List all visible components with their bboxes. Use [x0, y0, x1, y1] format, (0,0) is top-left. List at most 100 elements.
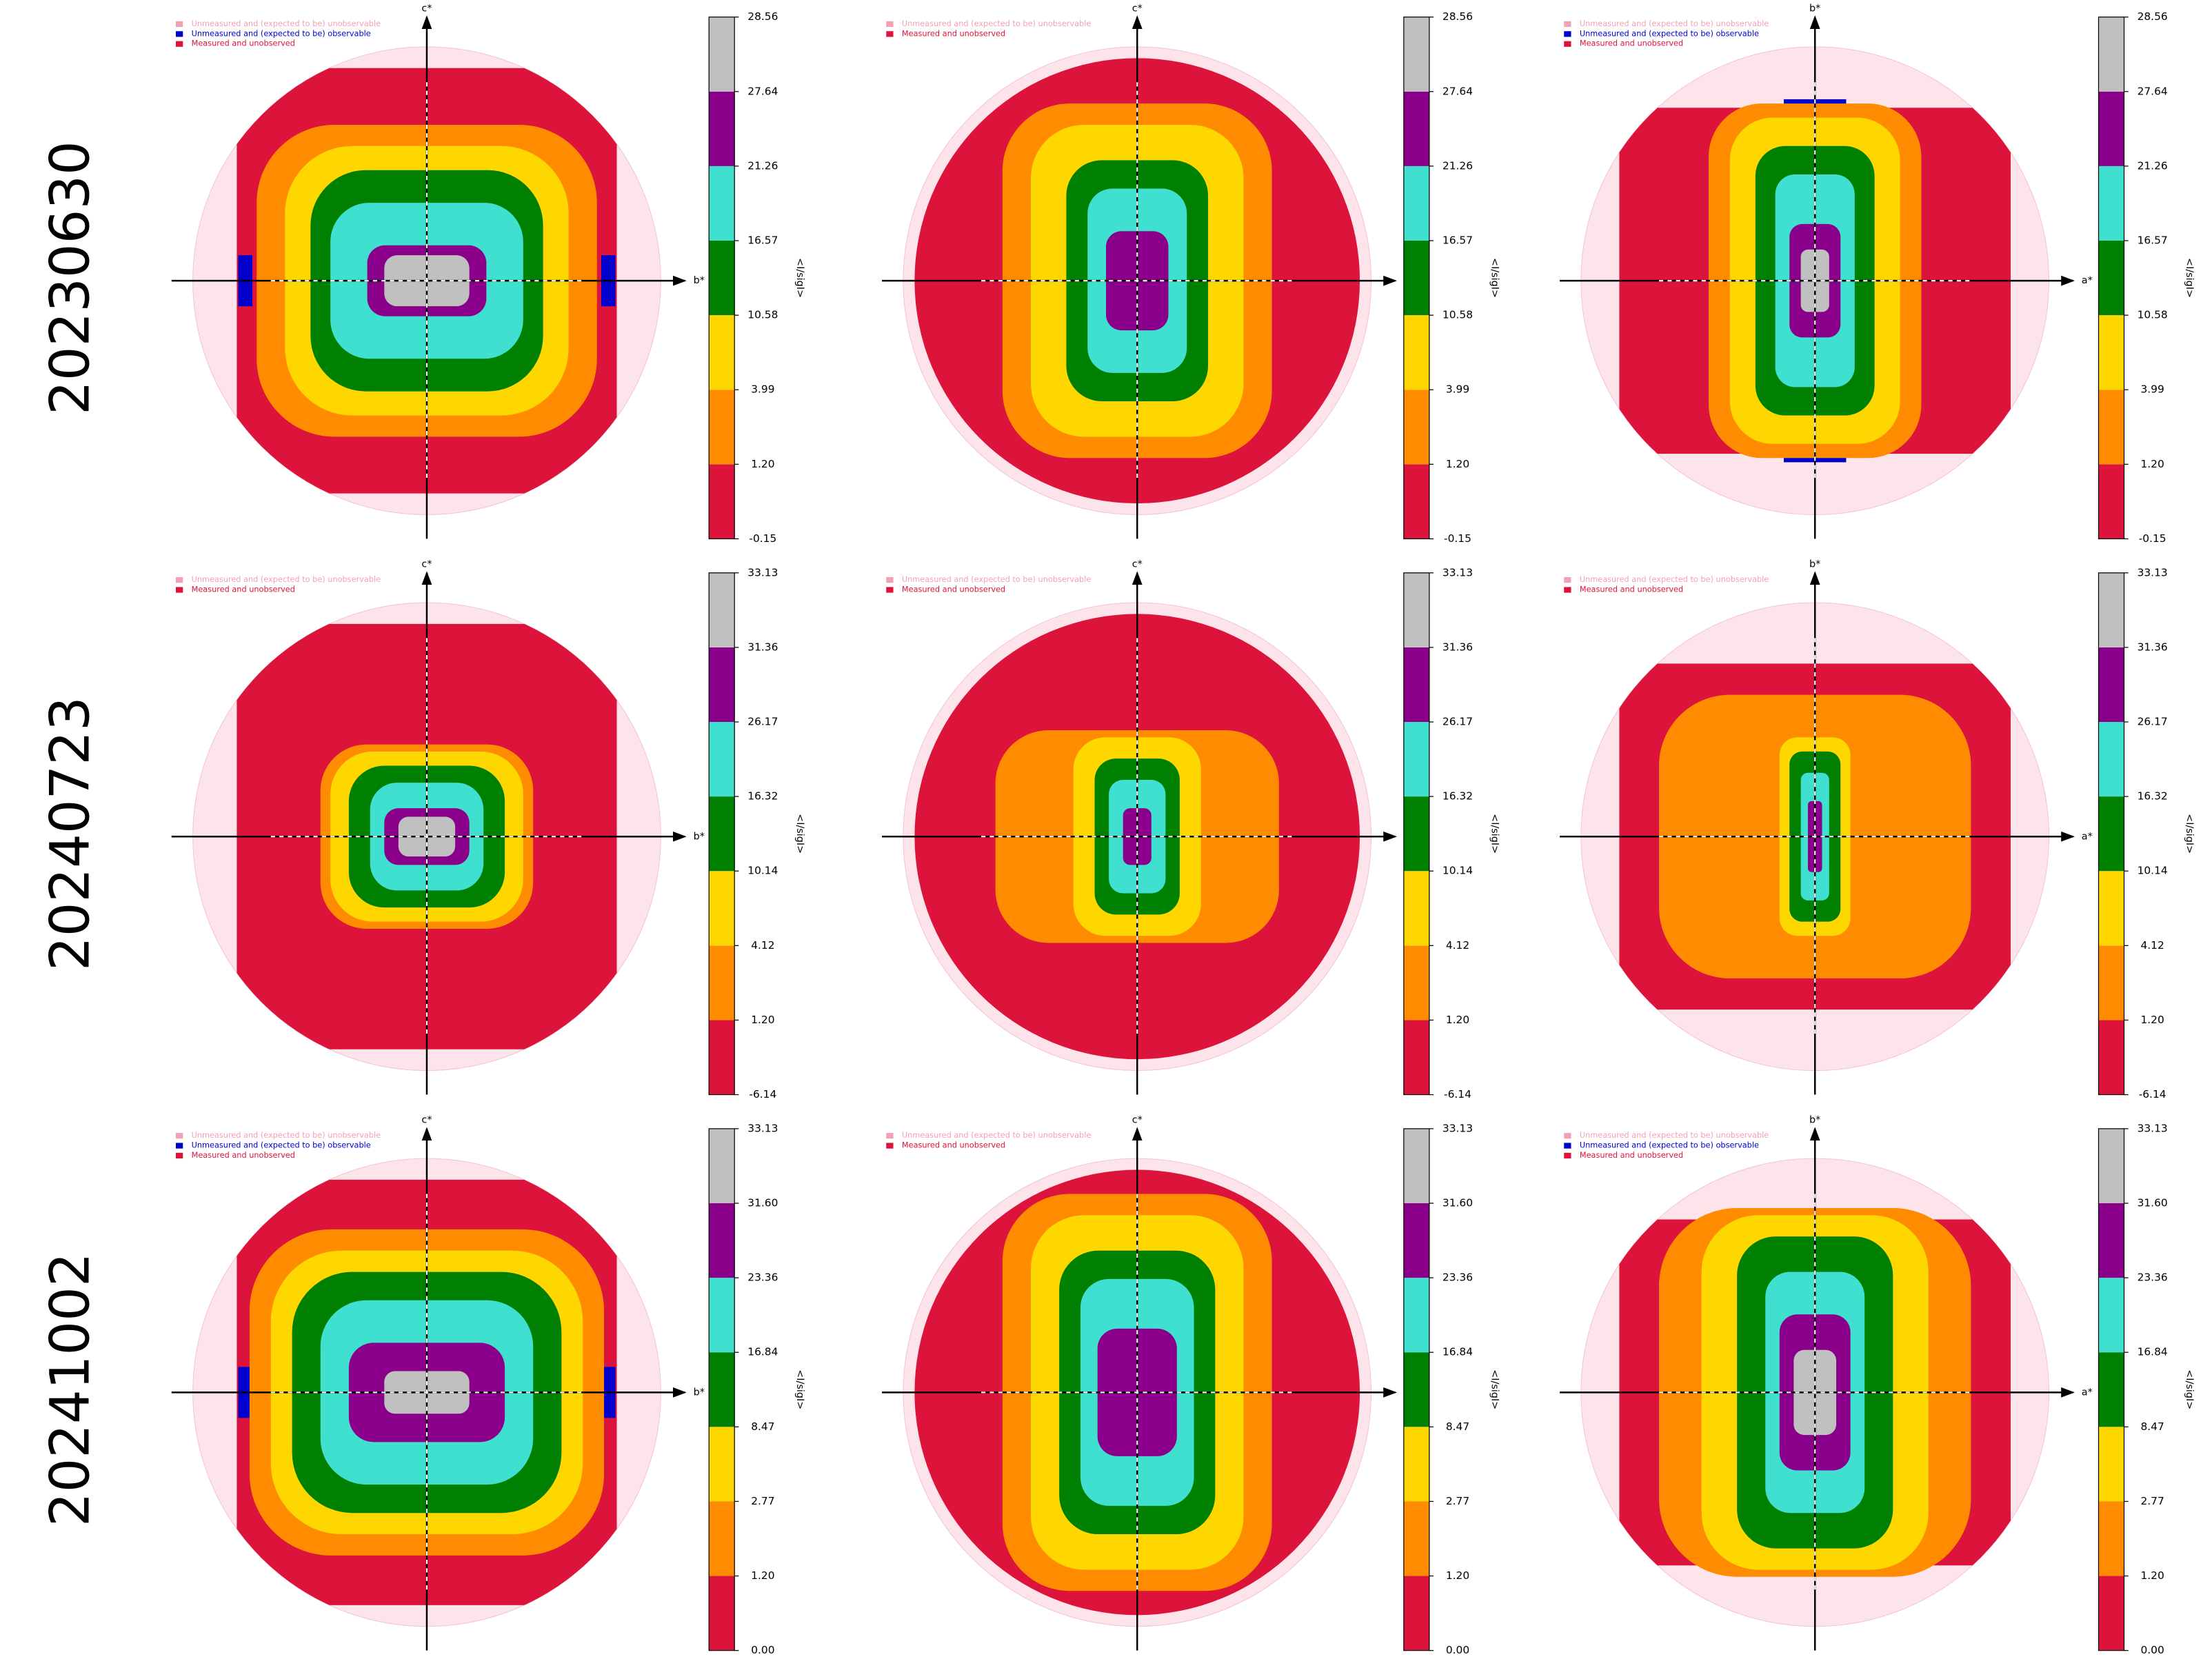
colorbar-bin [709, 464, 735, 539]
colorbar-tick-label: 28.56 [747, 10, 778, 23]
horizontal-axis-label: b* [694, 1387, 705, 1398]
colorbar-bin [1403, 722, 1429, 797]
colorbar-tick-label: 21.26 [2138, 159, 2168, 172]
colorbar-frame [708, 1128, 735, 1651]
colorbar-frame [2098, 572, 2125, 1096]
colorbar-bin [709, 1352, 735, 1427]
colorbar-tick-label: 1.20 [751, 458, 774, 470]
legend-text: Unmeasured and (expected to be) unobserv… [192, 19, 381, 28]
colorbar-tick-label: 0.00 [1446, 1644, 1469, 1656]
colorbar-bin [709, 1128, 735, 1204]
colorbar-bin [1403, 1352, 1429, 1427]
colorbar-bin [2098, 722, 2124, 797]
colorbar-tick-label: 8.47 [2140, 1420, 2164, 1433]
colorbar-tick-label: 16.57 [2138, 234, 2168, 247]
horizontal-axis-label: a* [2082, 1387, 2093, 1398]
legend-swatch [175, 1133, 183, 1139]
colorbar-tick-label: 33.13 [1442, 566, 1473, 579]
horizontal-axis-label: a* [2082, 275, 2093, 286]
colorbar-tick-label: 23.36 [2138, 1271, 2168, 1284]
colorbar-bin [2098, 572, 2124, 647]
colorbar-tick-label: 33.13 [747, 1122, 778, 1134]
legend-text: Measured and unobserved [902, 29, 1005, 38]
colorbar-tick-label: -6.14 [2139, 1088, 2166, 1100]
colorbar-bin [1403, 871, 1429, 946]
colorbar-tick-label: 21.26 [1442, 159, 1473, 172]
colorbar-bin [1403, 1203, 1429, 1278]
row-label: 20241002 [39, 1252, 101, 1527]
colorbar-bin [709, 1576, 735, 1651]
vertical-axis-label: c* [1132, 3, 1143, 14]
colorbar-tick-label: 4.12 [1446, 939, 1469, 952]
colorbar-tick-label: 33.13 [2138, 566, 2168, 579]
colorbar-bin [2098, 1020, 2124, 1095]
legend-swatch [175, 1143, 183, 1149]
colorbar-bin [709, 165, 735, 241]
colorbar-bin [1403, 165, 1429, 241]
legend-text: Unmeasured and (expected to be) unobserv… [1580, 19, 1769, 28]
legend-swatch [1564, 31, 1571, 37]
colorbar-bin [1403, 1501, 1429, 1576]
panel: b* a* Unmeasured and (expected to be) unob… [1560, 559, 2195, 1100]
legend-swatch [175, 576, 183, 583]
colorbar-label: <I/sigI> [2184, 258, 2195, 298]
colorbar-label: <I/sigI> [794, 814, 805, 854]
colorbar-label: <I/sigI> [1489, 1369, 1500, 1409]
colorbar-bin [1403, 945, 1429, 1020]
colorbar-bin [709, 91, 735, 166]
colorbar-tick-label: 16.84 [747, 1346, 778, 1358]
legend-swatch [1564, 1133, 1571, 1139]
legend-swatch [886, 576, 894, 583]
colorbar-tick-label: 31.60 [2138, 1197, 2168, 1209]
colorbar-bin [2098, 165, 2124, 241]
colorbar-tick-label: 26.17 [1442, 716, 1473, 728]
legend-text: Unmeasured and (expected to be) unobserv… [902, 575, 1091, 584]
colorbar-bin [2098, 91, 2124, 166]
colorbar-tick-label: 31.36 [2138, 641, 2168, 653]
colorbar-tick-label: 21.26 [747, 159, 778, 172]
colorbar-bin [709, 1427, 735, 1502]
colorbar-frame [2098, 17, 2125, 540]
colorbar-bin [2098, 1203, 2124, 1278]
row-label: 20240723 [39, 696, 101, 971]
colorbar-tick-label: 10.14 [2138, 865, 2168, 877]
colorbar-tick-label: 26.17 [747, 716, 778, 728]
colorbar-tick-label: 2.77 [2140, 1495, 2164, 1507]
colorbar-label: <I/sigI> [1489, 258, 1500, 298]
legend-swatch [886, 21, 894, 28]
colorbar-bin [2098, 1352, 2124, 1427]
legend-swatch [1564, 576, 1571, 583]
colorbar-bin [1403, 17, 1429, 92]
horizontal-axis-label: b* [694, 831, 705, 842]
colorbar-tick-label: 10.58 [747, 309, 778, 321]
vertical-axis-label: c* [421, 559, 432, 570]
colorbar-bin [2098, 241, 2124, 316]
colorbar-label: <I/sigI> [2184, 814, 2195, 854]
colorbar-tick-label: 31.36 [747, 641, 778, 653]
legend-text: Measured and unobserved [192, 585, 295, 594]
colorbar-tick-label: 10.14 [1442, 865, 1473, 877]
colorbar-bin [1403, 241, 1429, 316]
colorbar-bin [1403, 315, 1429, 390]
colorbar-tick-label: 0.00 [2140, 1644, 2164, 1656]
colorbar-tick-label: 8.47 [1446, 1420, 1469, 1433]
colorbar-tick-label: 1.20 [1446, 1569, 1469, 1582]
colorbar-label: <I/sigI> [1489, 814, 1500, 854]
colorbar-tick-label: -6.14 [749, 1088, 776, 1100]
colorbar-tick-label: 33.13 [747, 566, 778, 579]
colorbar-tick-label: 0.00 [751, 1644, 774, 1656]
colorbar-bin [709, 315, 735, 390]
panel: b* a* Unmeasured and (expected to be) unob… [1560, 1115, 2195, 1656]
vertical-axis-label: b* [1809, 3, 1820, 14]
colorbar-bin [709, 572, 735, 647]
legend-text: Unmeasured and (expected to be) observab… [1580, 1141, 1759, 1150]
colorbar-label: <I/sigI> [794, 1369, 805, 1409]
panel: c*a*Unmeasured and (expected to be) unob… [882, 1115, 1500, 1656]
colorbar-tick-label: 16.84 [1442, 1346, 1473, 1358]
colorbar-tick-label: 1.20 [1446, 458, 1469, 470]
colorbar-label: <I/sigI> [2184, 1369, 2195, 1409]
legend-text: Measured and unobserved [192, 1151, 295, 1160]
colorbar-bin [2098, 871, 2124, 946]
colorbar-tick-label: 28.56 [1442, 10, 1473, 23]
